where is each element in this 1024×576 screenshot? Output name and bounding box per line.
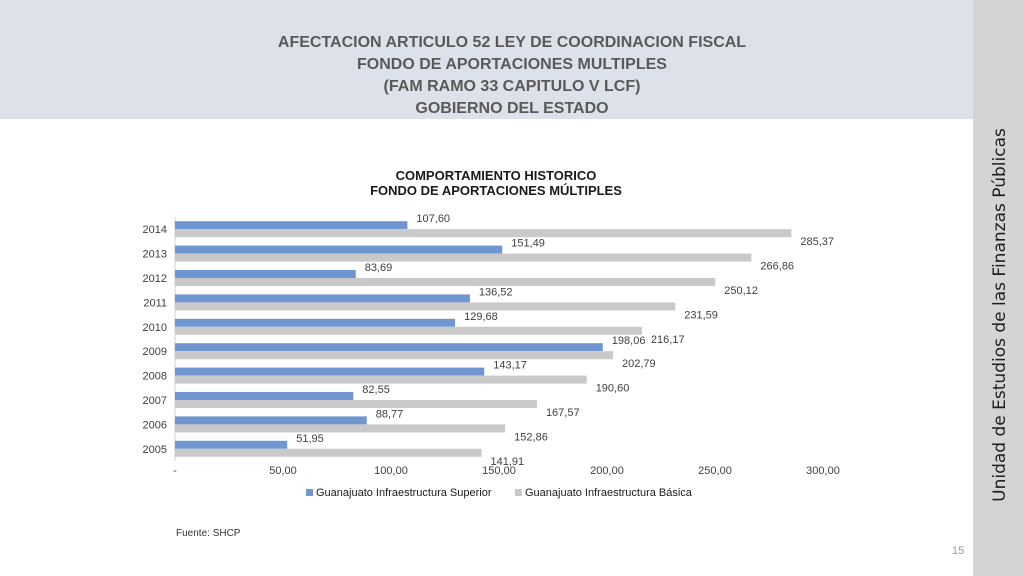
bar-superior-2005 bbox=[175, 440, 288, 449]
bar-basica-2006 bbox=[175, 424, 506, 433]
data-label-superior-2011: 136,52 bbox=[479, 286, 513, 298]
sidebar-label: Unidad de Estudios de las Finanzas Públi… bbox=[990, 128, 1010, 502]
bar-superior-2007 bbox=[175, 392, 354, 400]
bar-basica-2012 bbox=[175, 278, 716, 286]
data-label-basica-2006: 152,86 bbox=[514, 431, 548, 443]
data-label-superior-2009: 198,06 bbox=[612, 335, 646, 347]
bar-superior-2008 bbox=[175, 367, 485, 376]
chart-title-line-2: FONDO DE APORTACIONES MÚLTIPLES bbox=[370, 183, 622, 198]
category-label-2012: 2012 bbox=[143, 273, 167, 285]
x-tick-label-4: 200,00 bbox=[590, 465, 624, 477]
sidebar-band bbox=[973, 0, 1024, 576]
legend-label-superior: Guanajuato Infraestructura Superior bbox=[316, 487, 492, 499]
data-label-basica-2008: 190,60 bbox=[596, 383, 630, 395]
data-label-superior-2006: 88,77 bbox=[376, 408, 404, 420]
chart-container: COMPORTAMIENTO HISTORICO FONDO DE APORTAC… bbox=[120, 160, 900, 510]
bar-superior-2006 bbox=[175, 416, 367, 425]
category-label-2005: 2005 bbox=[143, 444, 167, 456]
category-label-2013: 2013 bbox=[143, 249, 167, 261]
bar-basica-2008 bbox=[175, 375, 587, 384]
x-tick-label-2: 100,00 bbox=[374, 465, 408, 477]
x-tick-label-6: 300,00 bbox=[806, 465, 840, 477]
category-label-2014: 2014 bbox=[143, 224, 167, 236]
category-label-2008: 2008 bbox=[143, 371, 167, 383]
source-note: Fuente: SHCP bbox=[176, 528, 241, 539]
header-band bbox=[0, 0, 973, 119]
slide-title-line-1: AFECTACION ARTICULO 52 LEY DE COORDINACI… bbox=[277, 34, 747, 51]
data-label-superior-2014: 107,60 bbox=[416, 213, 450, 225]
slide-title-line-3: (FAM RAMO 33 CAPITULO V LCF) bbox=[383, 78, 641, 95]
category-label-2010: 2010 bbox=[143, 322, 167, 334]
bar-basica-2009 bbox=[175, 351, 614, 360]
legend-swatch-superior bbox=[306, 489, 313, 496]
page-number: 15 bbox=[952, 545, 965, 557]
category-label-2011: 2011 bbox=[143, 297, 167, 309]
data-label-basica-2007: 167,57 bbox=[546, 407, 580, 419]
bar-superior-2010 bbox=[175, 318, 456, 327]
data-label-superior-2005: 51,95 bbox=[296, 433, 324, 445]
bar-basica-2014 bbox=[175, 229, 792, 238]
bar-basica-2011 bbox=[175, 302, 676, 311]
bar-superior-2013 bbox=[175, 245, 503, 254]
x-tick-label-3: 150,00 bbox=[482, 465, 516, 477]
data-label-basica-2012: 250,12 bbox=[724, 285, 758, 297]
x-tick-label-0: - bbox=[173, 465, 177, 477]
category-label-2007: 2007 bbox=[143, 395, 167, 407]
slide-title: AFECTACION ARTICULO 52 LEY DE COORDINACI… bbox=[0, 32, 1024, 120]
data-label-superior-2012: 83,69 bbox=[365, 262, 393, 274]
data-label-superior-2010: 129,68 bbox=[464, 311, 498, 323]
legend-swatch-basica bbox=[515, 489, 522, 496]
slide-title-line-4: GOBIERNO DEL ESTADO bbox=[415, 100, 609, 117]
data-label-basica-2010: 216,17 bbox=[651, 334, 685, 346]
bar-superior-2009 bbox=[175, 343, 603, 352]
data-label-basica-2013: 266,86 bbox=[760, 261, 794, 273]
bar-basica-2007 bbox=[175, 400, 537, 408]
data-label-basica-2014: 285,37 bbox=[800, 236, 834, 248]
category-label-2006: 2006 bbox=[143, 419, 167, 431]
bar-superior-2014 bbox=[175, 221, 408, 230]
bar-superior-2011 bbox=[175, 294, 470, 303]
bar-superior-2012 bbox=[175, 270, 356, 278]
x-tick-label-5: 250,00 bbox=[698, 465, 732, 477]
category-label-2009: 2009 bbox=[143, 346, 167, 358]
bar-basica-2013 bbox=[175, 253, 752, 262]
data-label-superior-2007: 82,55 bbox=[362, 384, 390, 396]
bar-basica-2005 bbox=[175, 448, 482, 457]
data-label-basica-2009: 202,79 bbox=[622, 358, 656, 370]
x-tick-label-1: 50,00 bbox=[269, 465, 297, 477]
data-label-basica-2011: 231,59 bbox=[684, 309, 718, 321]
slide-title-line-2: FONDO DE APORTACIONES MULTIPLES bbox=[357, 56, 667, 73]
bar-basica-2010 bbox=[175, 326, 642, 335]
data-label-superior-2013: 151,49 bbox=[511, 238, 545, 250]
data-label-superior-2008: 143,17 bbox=[493, 360, 527, 372]
legend-label-basica: Guanajuato Infraestructura Básica bbox=[525, 487, 693, 499]
data-label-basica-2005: 141,91 bbox=[491, 456, 525, 468]
chart-title-line-1: COMPORTAMIENTO HISTORICO bbox=[396, 168, 597, 183]
